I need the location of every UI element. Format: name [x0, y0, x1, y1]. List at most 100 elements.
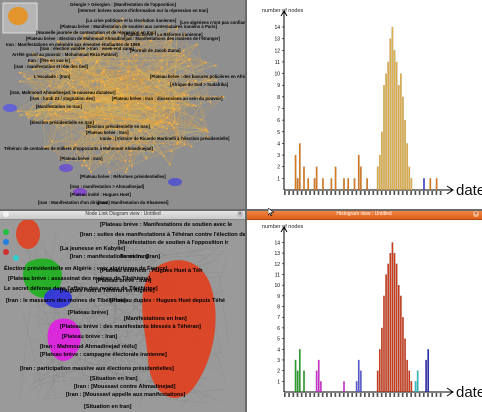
graph-node[interactable]	[149, 107, 152, 110]
graph-node[interactable]	[81, 109, 84, 112]
graph-node-cluster[interactable]	[59, 164, 73, 172]
graph-node[interactable]	[83, 112, 86, 115]
graph-node[interactable]	[119, 128, 122, 131]
graph-node[interactable]	[126, 86, 129, 89]
graph-node[interactable]	[101, 90, 104, 93]
graph-node[interactable]	[98, 100, 101, 103]
graph-node[interactable]	[172, 107, 175, 110]
graph-node[interactable]	[74, 89, 77, 92]
histogram-bar[interactable]	[397, 85, 400, 191]
graph-node[interactable]	[175, 96, 178, 98]
histogram-bar[interactable]	[315, 166, 318, 191]
graph-node[interactable]	[164, 97, 166, 99]
graph-node[interactable]	[111, 42, 114, 44]
graph-node[interactable]	[25, 114, 28, 116]
graph-node[interactable]	[44, 146, 46, 149]
histogram-bar[interactable]	[410, 178, 413, 191]
graph-node[interactable]	[108, 91, 111, 94]
graph-node[interactable]	[61, 124, 64, 127]
histogram-bar[interactable]	[313, 178, 316, 191]
graph-node[interactable]	[16, 110, 19, 113]
graph-node[interactable]	[30, 91, 32, 94]
window-control-icon[interactable]	[3, 211, 9, 217]
graph-node[interactable]	[163, 155, 165, 158]
graph-node[interactable]	[96, 79, 99, 82]
node-label[interactable]: Arrêté grand au pouvoir : Mohammad Reza …	[12, 52, 118, 57]
graph-node[interactable]	[132, 77, 135, 80]
graph-node[interactable]	[170, 82, 173, 85]
histogram-bar[interactable]	[391, 26, 394, 191]
graph-node[interactable]	[67, 82, 70, 84]
graph-node[interactable]	[48, 109, 51, 112]
node-label[interactable]: [Internet: brèves source d'information s…	[78, 8, 209, 13]
histogram-bar[interactable]	[410, 381, 413, 393]
graph-node[interactable]	[71, 85, 74, 88]
graph-node[interactable]	[106, 79, 109, 82]
graph-node[interactable]	[157, 122, 160, 125]
node-label[interactable]: [Plateau brève : Iran]	[96, 278, 151, 284]
graph-node[interactable]	[182, 49, 185, 52]
graph-node[interactable]	[147, 106, 150, 109]
graph-node[interactable]	[104, 83, 106, 86]
node-label[interactable]: Iran : Manifestations en mémoire aux éme…	[6, 42, 141, 47]
graph-node[interactable]	[54, 93, 57, 96]
histogram-bar[interactable]	[343, 381, 345, 393]
graph-node[interactable]	[55, 74, 58, 77]
graph-node[interactable]	[18, 71, 21, 74]
node-label[interactable]: Le secret défense dans l'affaire des moi…	[4, 286, 158, 292]
node-label[interactable]: [Plateau brève : assassinat des moines d…	[8, 276, 150, 282]
graph-node[interactable]	[130, 165, 133, 167]
histogram-bar[interactable]	[389, 38, 392, 191]
graph-node[interactable]	[142, 20, 145, 23]
graph-node[interactable]	[99, 80, 102, 83]
histogram-bar[interactable]	[383, 295, 385, 393]
graph-node[interactable]	[196, 43, 198, 46]
histogram-bar[interactable]	[423, 178, 425, 191]
graph-node[interactable]	[112, 137, 115, 139]
graph-node[interactable]	[95, 59, 98, 62]
graph-node[interactable]	[132, 138, 134, 141]
graph-node[interactable]	[107, 161, 110, 164]
graph-node[interactable]	[124, 159, 127, 162]
graph-node[interactable]	[31, 121, 34, 123]
graph-node[interactable]	[57, 85, 60, 88]
graph-node[interactable]	[137, 102, 140, 104]
histogram-bar[interactable]	[303, 166, 305, 191]
graph-node[interactable]	[106, 145, 109, 148]
graph-node[interactable]	[83, 159, 86, 162]
node-label[interactable]: [Plateau brève : Election de Mahmoud Ahm…	[26, 36, 221, 41]
graph-node[interactable]	[135, 53, 137, 56]
graph-node[interactable]	[96, 100, 99, 103]
graph-node[interactable]	[113, 102, 116, 105]
node-label[interactable]: Géorgie > Géorgien : [Manifestation de l…	[70, 2, 177, 7]
histogram-bar[interactable]	[402, 317, 404, 393]
graph-node[interactable]	[171, 110, 173, 113]
graph-node[interactable]	[75, 94, 77, 97]
graph-node[interactable]	[119, 25, 122, 27]
graph-node[interactable]	[168, 24, 171, 27]
graph-node[interactable]	[192, 104, 195, 107]
node-label[interactable]: [Manifestation en Iran]	[36, 104, 82, 109]
graph-node[interactable]	[130, 94, 132, 97]
node-label[interactable]: [Plateau brève : des bavures policières …	[150, 74, 246, 79]
graph-node[interactable]	[134, 31, 137, 33]
graph-node[interactable]	[190, 145, 193, 148]
graph-node[interactable]	[98, 130, 100, 133]
node-label[interactable]: Élection présidentielle en Algérie : voi…	[4, 264, 167, 272]
graph-node[interactable]	[67, 98, 70, 101]
node-label[interactable]: [Iran : manifestation > Ahmadinejad]	[70, 184, 145, 189]
graph-node[interactable]	[155, 123, 158, 126]
node-label[interactable]: [Iran : suites des manifestations à Téhé…	[80, 232, 246, 238]
graph-node[interactable]	[73, 65, 76, 68]
graph-node[interactable]	[96, 32, 98, 35]
graph-view-bottom[interactable]: [Plateau brève : Manifestations de souti…	[0, 210, 246, 412]
graph-node[interactable]	[173, 108, 176, 110]
histogram-bar[interactable]	[366, 178, 369, 191]
graph-node[interactable]	[62, 67, 65, 70]
graph-node[interactable]	[183, 33, 186, 35]
histogram-bar[interactable]	[427, 349, 430, 393]
graph-node[interactable]	[79, 116, 82, 119]
graph-node[interactable]	[100, 72, 103, 75]
histogram-bar[interactable]	[406, 359, 409, 393]
graph-node[interactable]	[208, 79, 211, 82]
